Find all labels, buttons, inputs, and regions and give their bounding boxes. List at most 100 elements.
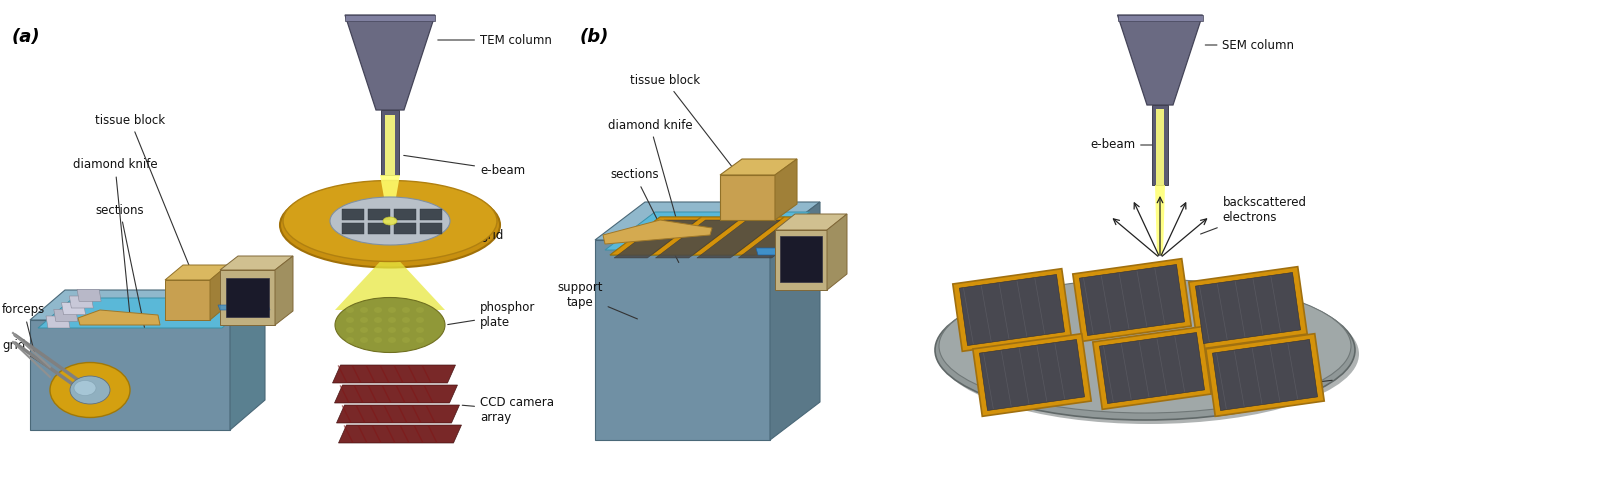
Text: TEM column: TEM column — [438, 34, 551, 46]
Ellipse shape — [360, 307, 368, 313]
Polygon shape — [610, 217, 701, 255]
Text: tissue block: tissue block — [96, 114, 195, 277]
Polygon shape — [1072, 259, 1191, 342]
Text: grid: grid — [454, 222, 503, 241]
Polygon shape — [603, 220, 712, 244]
Polygon shape — [368, 223, 389, 234]
Ellipse shape — [360, 337, 368, 343]
Polygon shape — [697, 220, 780, 258]
Polygon shape — [62, 303, 86, 315]
Text: SEM column: SEM column — [1205, 38, 1294, 52]
Ellipse shape — [415, 337, 423, 343]
Polygon shape — [756, 248, 779, 255]
Text: (a): (a) — [11, 28, 41, 46]
Polygon shape — [333, 365, 456, 383]
Ellipse shape — [388, 327, 396, 333]
Polygon shape — [334, 385, 457, 403]
Polygon shape — [29, 320, 230, 430]
Polygon shape — [381, 110, 399, 175]
Ellipse shape — [345, 337, 354, 343]
Polygon shape — [1156, 109, 1165, 185]
Polygon shape — [775, 159, 796, 220]
Polygon shape — [345, 15, 435, 21]
Ellipse shape — [345, 327, 354, 333]
Ellipse shape — [75, 380, 96, 396]
Text: backscattered
electrons: backscattered electrons — [1200, 196, 1306, 234]
Polygon shape — [45, 316, 70, 328]
Text: e-beam: e-beam — [404, 155, 526, 176]
Polygon shape — [1118, 15, 1202, 21]
Text: (b): (b) — [581, 28, 610, 46]
Polygon shape — [1212, 340, 1317, 411]
Text: diamond knife: diamond knife — [73, 159, 157, 313]
Polygon shape — [960, 274, 1064, 345]
Ellipse shape — [375, 307, 383, 313]
Polygon shape — [1079, 264, 1184, 335]
Polygon shape — [952, 269, 1071, 351]
Ellipse shape — [939, 284, 1359, 424]
Polygon shape — [368, 209, 389, 220]
Ellipse shape — [934, 280, 1354, 420]
Polygon shape — [605, 212, 809, 250]
Polygon shape — [615, 220, 697, 258]
Polygon shape — [336, 405, 459, 423]
Polygon shape — [1195, 273, 1301, 343]
Polygon shape — [225, 278, 269, 317]
Ellipse shape — [70, 376, 110, 404]
Ellipse shape — [415, 327, 423, 333]
Polygon shape — [720, 175, 775, 220]
Polygon shape — [29, 290, 264, 320]
Text: diamond knife: diamond knife — [608, 118, 693, 229]
Polygon shape — [610, 217, 805, 255]
Polygon shape — [738, 220, 822, 258]
Polygon shape — [70, 296, 94, 308]
Polygon shape — [394, 223, 415, 234]
Text: tissue block: tissue block — [629, 73, 748, 188]
Polygon shape — [1205, 334, 1324, 416]
Ellipse shape — [375, 327, 383, 333]
Text: imaging
plate: imaging plate — [1223, 376, 1332, 404]
Text: CCD camera
array: CCD camera array — [462, 396, 555, 424]
Polygon shape — [775, 214, 847, 230]
Ellipse shape — [345, 307, 354, 313]
Ellipse shape — [402, 317, 410, 323]
Polygon shape — [1118, 15, 1202, 105]
Polygon shape — [217, 305, 269, 310]
Ellipse shape — [282, 181, 496, 262]
Text: sections: sections — [611, 169, 678, 262]
Polygon shape — [980, 340, 1085, 411]
Polygon shape — [770, 202, 821, 440]
Polygon shape — [165, 280, 209, 320]
Ellipse shape — [50, 363, 130, 418]
Ellipse shape — [415, 307, 423, 313]
Polygon shape — [394, 209, 415, 220]
Ellipse shape — [388, 337, 396, 343]
Polygon shape — [165, 265, 229, 280]
Polygon shape — [1100, 332, 1205, 403]
Ellipse shape — [388, 317, 396, 323]
Ellipse shape — [939, 279, 1351, 413]
Polygon shape — [1189, 267, 1307, 349]
Ellipse shape — [281, 182, 500, 267]
Polygon shape — [221, 256, 294, 270]
Polygon shape — [221, 270, 276, 325]
Polygon shape — [827, 214, 847, 290]
Polygon shape — [384, 115, 396, 175]
Polygon shape — [420, 223, 443, 234]
Text: e-beam: e-beam — [1090, 138, 1165, 151]
Text: sections: sections — [96, 204, 144, 327]
Polygon shape — [1155, 185, 1165, 255]
Ellipse shape — [383, 217, 397, 225]
Polygon shape — [54, 309, 78, 321]
Ellipse shape — [402, 337, 410, 343]
Polygon shape — [780, 236, 822, 282]
Ellipse shape — [329, 197, 449, 245]
Ellipse shape — [415, 317, 423, 323]
Polygon shape — [1152, 105, 1168, 185]
Polygon shape — [595, 202, 821, 240]
Polygon shape — [345, 15, 435, 110]
Polygon shape — [380, 175, 401, 220]
Polygon shape — [595, 240, 770, 440]
Ellipse shape — [388, 307, 396, 313]
Text: phosphor
plate: phosphor plate — [448, 301, 535, 329]
